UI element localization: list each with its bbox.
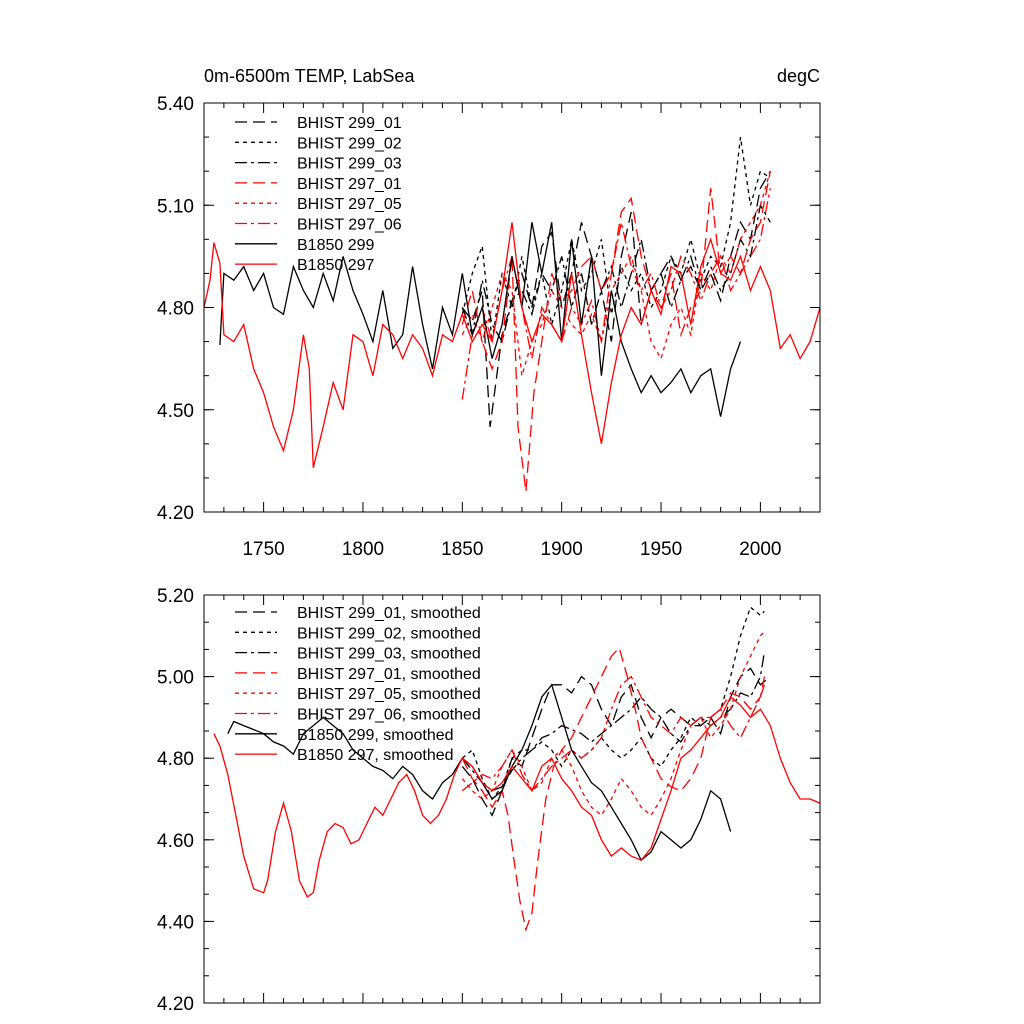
top-ytick-label: 5.40 [157, 94, 194, 115]
top-xtick-label: 1900 [541, 539, 583, 560]
top-xtick-label: 1950 [640, 539, 682, 560]
top-panel-title: 0m-6500m TEMP, LabSea [204, 66, 415, 86]
bottom-series-line-5 [461, 631, 765, 817]
bottom-legend-label: BHIST 297_01, smoothed [297, 666, 481, 683]
top-series-line-3 [461, 203, 771, 344]
bottom-ytick-label: 4.20 [157, 994, 194, 1015]
bottom-panel: 4.20 4.40 4.60 4.80 5.00 5.20 BHIST 299_01, s… [157, 586, 821, 1015]
bottom-ytick-label: 5.00 [157, 668, 194, 689]
top-xtick-label: 1750 [242, 539, 284, 560]
bottom-legend-label: B1850 297, smoothed [297, 747, 454, 764]
top-panel-units: degC [777, 66, 820, 86]
top-xtick-label: 1850 [441, 539, 483, 560]
bottom-legend-label: BHIST 299_02, smoothed [297, 625, 481, 642]
top-ytick-label: 4.80 [157, 299, 194, 320]
top-legend-label: BHIST 297_05 [297, 196, 402, 213]
top-panel: 0m-6500m TEMP, LabSea degC 4.20 4.50 4.80 5… [157, 66, 821, 560]
top-legend-label: BHIST 299_01 [297, 115, 402, 132]
bottom-series-line-6 [461, 675, 766, 792]
bottom-ytick-label: 4.60 [157, 831, 194, 852]
top-legend-label: B1850 299 [297, 237, 375, 254]
top-panel-axes: 4.20 4.50 4.80 5.10 5.40 1750 1800 1850 1900 1950… [157, 94, 821, 560]
top-series-line-5 [461, 171, 771, 376]
top-series-line-4 [461, 171, 771, 492]
top-series-line-1 [461, 170, 771, 427]
bottom-series-line-4 [461, 646, 766, 932]
bottom-legend-label: BHIST 297_06, smoothed [297, 707, 481, 724]
top-series-line-2 [461, 137, 771, 342]
bottom-legend-label: BHIST 297_05, smoothed [297, 686, 481, 703]
top-legend-label: BHIST 299_03 [297, 156, 402, 173]
top-panel-legend: BHIST 299_01 BHIST 299_02 BHIST 299_03 BHIS… [235, 115, 402, 274]
bottom-plot-frame [203, 594, 821, 1004]
bottom-ytick-label: 4.80 [157, 749, 194, 770]
top-series-line-6 [461, 188, 771, 400]
top-legend-label: BHIST 297_06 [297, 217, 402, 234]
bottom-ytick-label: 5.20 [157, 586, 194, 607]
bottom-legend-label: BHIST 299_01, smoothed [297, 605, 481, 622]
bottom-series-line-1 [461, 667, 771, 817]
bottom-legend-label: B1850 299, smoothed [297, 727, 454, 744]
top-ytick-label: 5.10 [157, 196, 194, 217]
top-legend-label: BHIST 299_02 [297, 135, 402, 152]
top-legend-label: B1850 297 [297, 257, 375, 274]
bottom-legend-label: BHIST 299_03, smoothed [297, 646, 481, 663]
bottom-series-line-2 [461, 606, 765, 801]
top-xtick-label: 2000 [739, 539, 781, 560]
bottom-panel-legend: BHIST 299_01, smoothed BHIST 299_02, smoo… [235, 605, 481, 764]
top-xtick-label: 1800 [342, 539, 384, 560]
top-series-line-8 [204, 222, 820, 468]
bottom-panel-axes: 4.20 4.40 4.60 4.80 5.00 5.20 [157, 586, 821, 1015]
top-series-line-7 [219, 222, 742, 417]
top-legend-label: BHIST 297_01 [297, 176, 402, 193]
top-panel-series [204, 137, 820, 492]
top-ytick-label: 4.20 [157, 503, 194, 524]
bottom-panel-series [213, 606, 820, 932]
bottom-ytick-label: 4.40 [157, 912, 194, 933]
bottom-series-line-8 [213, 695, 820, 898]
top-ytick-label: 4.50 [157, 401, 194, 422]
